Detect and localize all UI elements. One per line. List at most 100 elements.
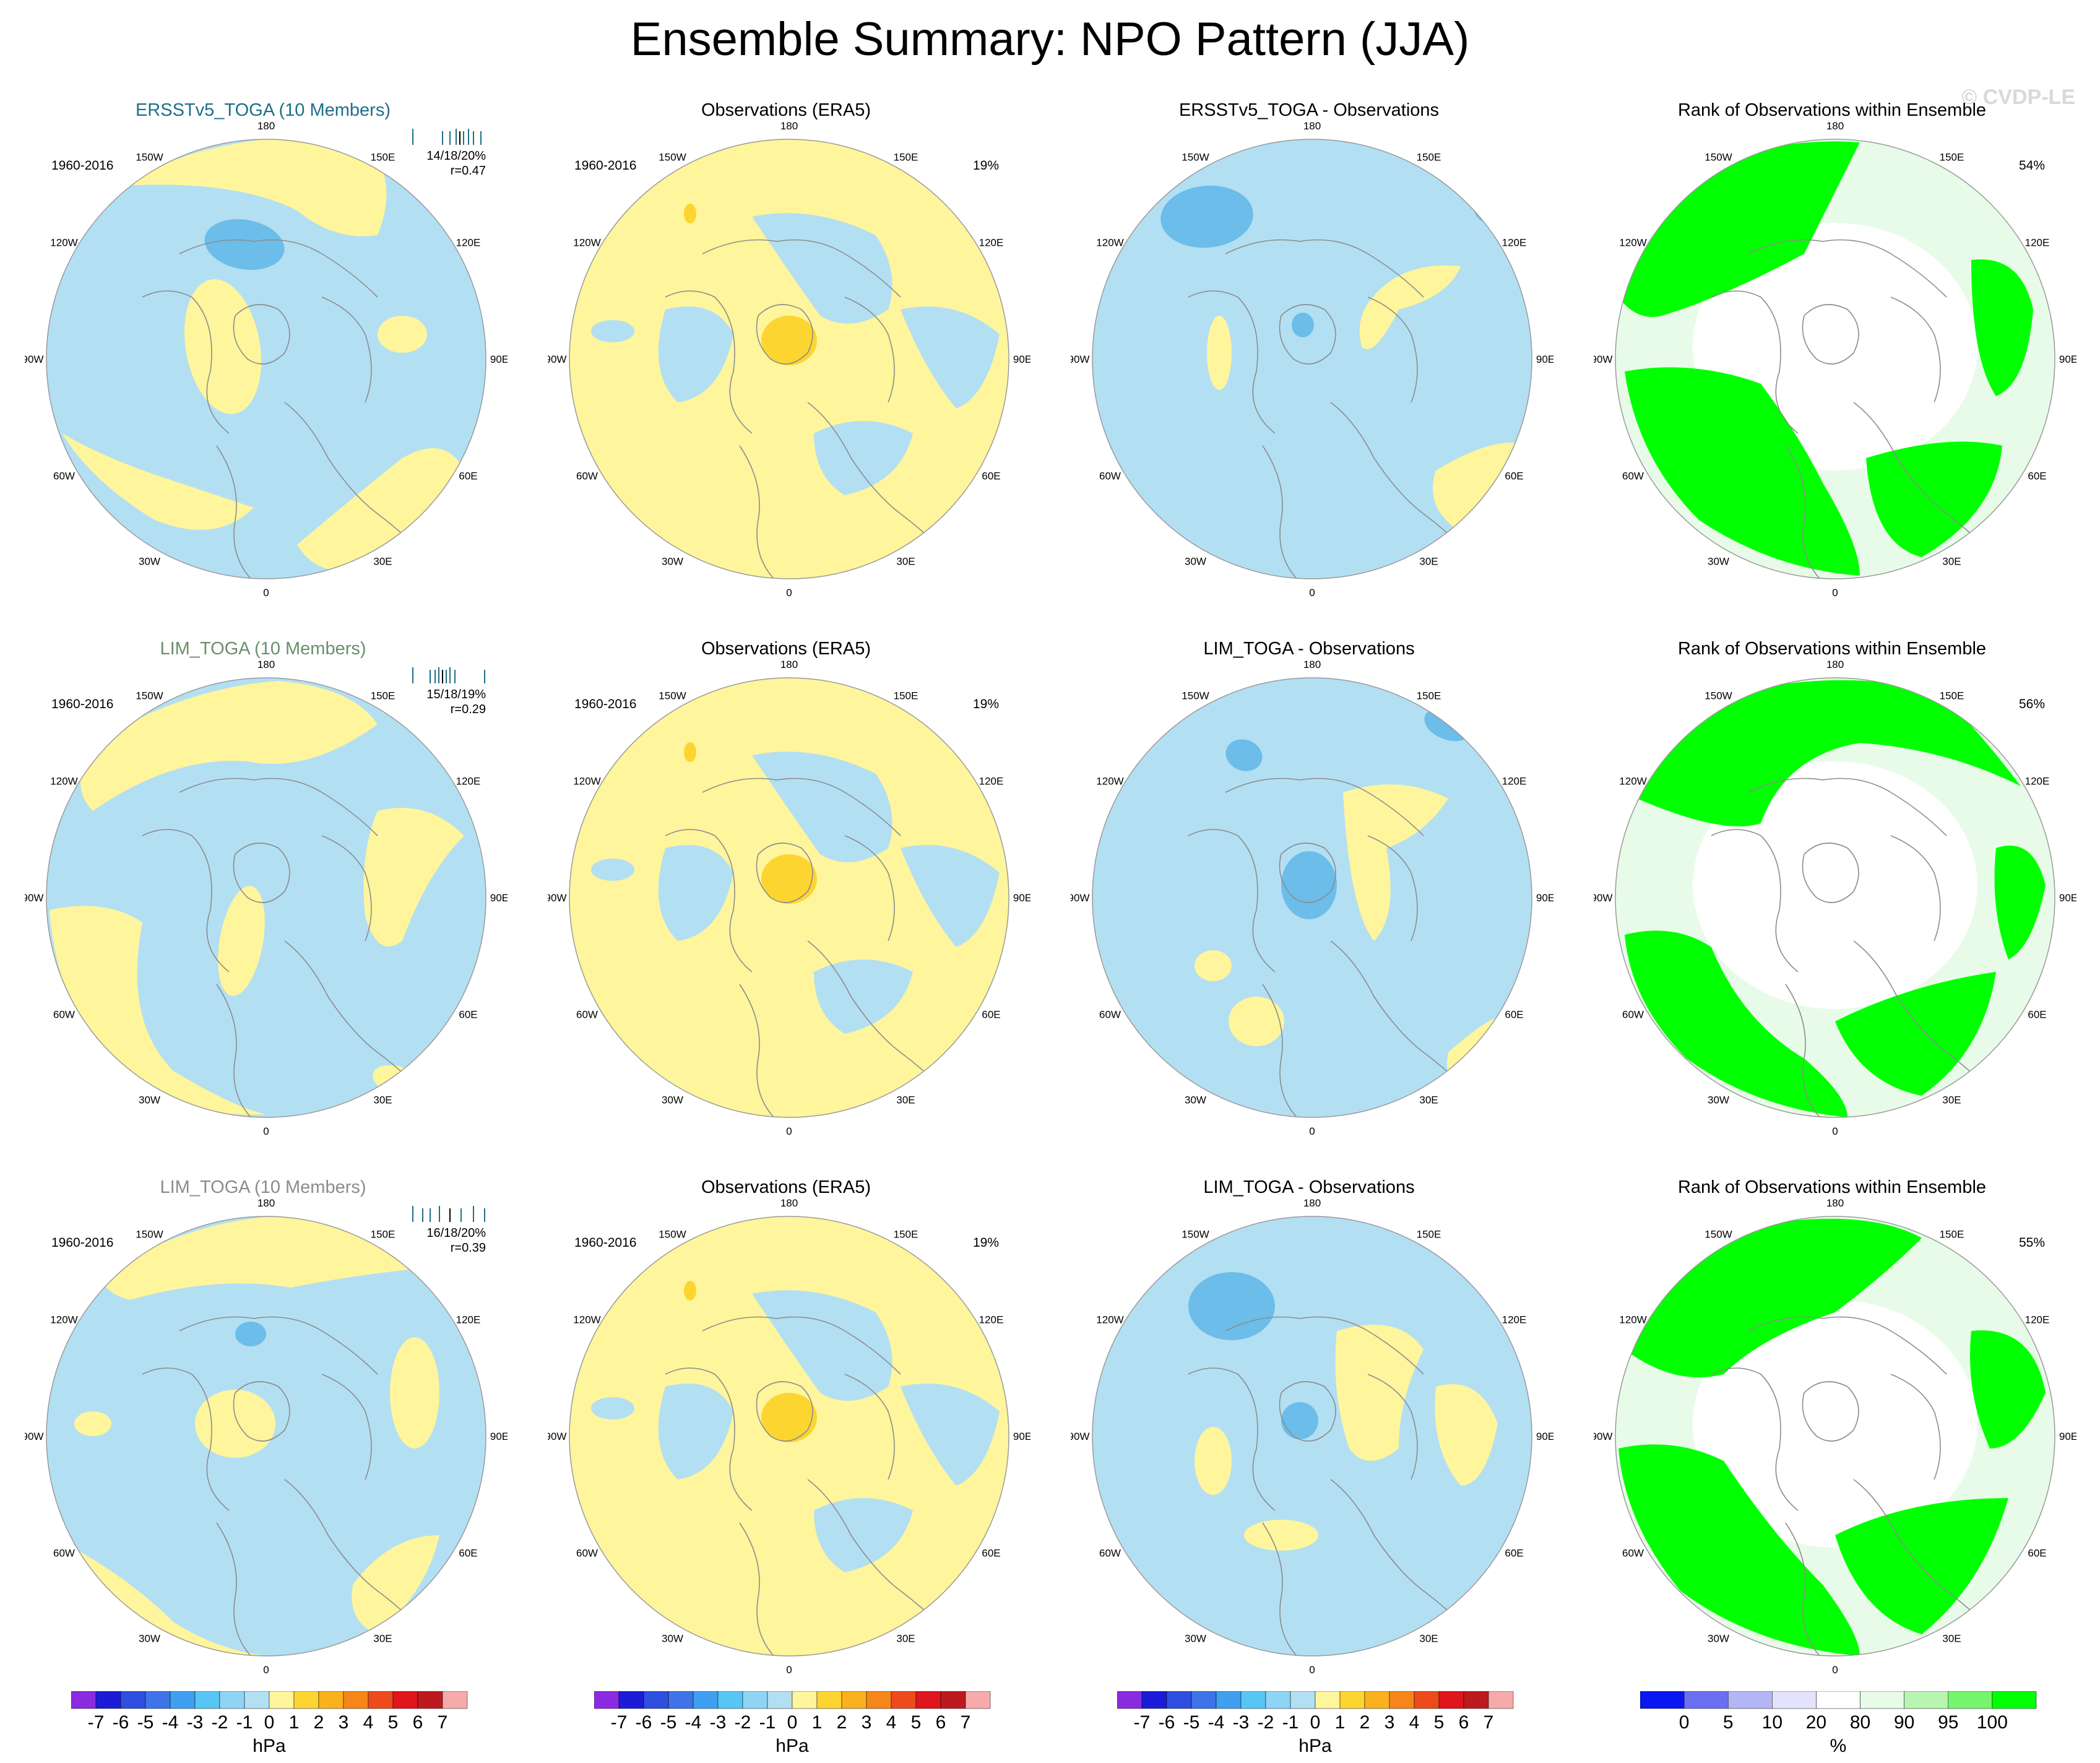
longitude-label: 150W [136, 152, 163, 163]
colorbar-box [194, 1691, 220, 1709]
longitude-label: 150E [894, 1229, 918, 1241]
colorbar-label: 6 [935, 1712, 946, 1733]
colorbar-box [1117, 1691, 1143, 1709]
longitude-label: 60E [459, 1009, 477, 1021]
colorbar-label: 90 [1893, 1712, 1915, 1733]
colorbar-label: 0 [787, 1712, 798, 1733]
longitude-label: 120E [979, 776, 1004, 787]
longitude-label: 0 [1309, 1125, 1315, 1137]
panel-title: ERSSTv5_TOGA - Observations [1178, 100, 1440, 120]
longitude-label: 30E [1942, 1094, 1961, 1106]
longitude-label: 180 [780, 120, 798, 132]
colorbar-box [145, 1691, 171, 1709]
period-label: 1960-2016 [574, 1236, 637, 1250]
polar-map: 180 150E 120E 90E 60E 30E 0 30W 60W 90W 120W 150W [1071, 120, 1553, 599]
colorbar-hpa-1: -7 -6 -5 -4 -3 -2 -1 0 1 2 3 4 5 6 7 hPa [71, 1689, 504, 1763]
colorbar-box [1463, 1691, 1489, 1709]
negative-core [1281, 1402, 1318, 1439]
coastline [1711, 1367, 1799, 1511]
colorbar-label: 5 [910, 1712, 922, 1733]
coastline [1225, 1316, 1424, 1375]
colorbar-boxes [1640, 1691, 2037, 1709]
longitude-label: 0 [1832, 1664, 1838, 1676]
negative-core [204, 219, 285, 270]
longitude-label: 150W [136, 690, 163, 702]
colorbar-label: 7 [960, 1712, 971, 1733]
longitude-label: 150W [1182, 1229, 1209, 1241]
longitude-label: 0 [1309, 587, 1315, 599]
percent-label: 56% [2019, 697, 2046, 711]
positive-area [99, 1216, 415, 1300]
longitude-label: 120E [456, 776, 481, 787]
coastline [321, 835, 372, 942]
longitude-label: 180 [780, 659, 798, 670]
negative-area [814, 421, 913, 495]
colorbar-label: -4 [162, 1712, 179, 1733]
longitude-label: 60W [53, 1548, 75, 1559]
map-border [1092, 139, 1532, 579]
colorbar-box [1683, 1691, 1729, 1709]
coastline [702, 778, 901, 836]
longitude-label: 90E [1536, 892, 1553, 904]
coastline [1188, 1367, 1276, 1511]
positive-area [1207, 316, 1232, 390]
colorbar-box [767, 1691, 793, 1709]
longitude-label: 30W [1185, 1632, 1206, 1644]
rank-green-area [1971, 259, 2033, 396]
longitude-label: 60E [982, 1548, 1000, 1559]
longitude-label: 90E [1536, 1431, 1553, 1442]
longitude-label: 150E [1417, 152, 1441, 163]
coastline [1367, 835, 1418, 942]
coastline [1785, 445, 1823, 579]
map-border [569, 1216, 1009, 1657]
panel-difference-row1: ERSSTv5_TOGA - Observations 180 150E 120E 90… [1055, 99, 1563, 631]
longitude-label: 180 [1303, 120, 1321, 132]
longitude-label: 180 [1826, 120, 1844, 132]
longitude-label: 120W [1096, 776, 1123, 787]
coastline [1279, 304, 1336, 365]
longitude-label: 180 [257, 1197, 275, 1209]
coastline [1802, 1381, 1859, 1442]
field-layer [1615, 1216, 2055, 1656]
stats-line: 16/18/20% [426, 1226, 486, 1240]
longitude-label: 60W [1622, 470, 1644, 482]
colorbar-box [618, 1691, 644, 1709]
longitude-label: 150E [894, 690, 918, 702]
longitude-label: 60E [1505, 1548, 1523, 1559]
negative-area [752, 1290, 892, 1401]
map-background [46, 678, 486, 1117]
rank-white-area [1693, 1300, 1977, 1548]
longitude-label: 120W [1096, 1314, 1123, 1326]
longitude-label: 180 [1303, 659, 1321, 670]
panel-title: Rank of Observations within Ensemble [1677, 100, 1987, 120]
colorbar-label: 2 [1359, 1712, 1370, 1733]
colorbar-label: -3 [709, 1712, 727, 1733]
colorbar-label: 5 [1433, 1712, 1445, 1733]
colorbar-hpa-3: -7 -6 -5 -4 -3 -2 -1 0 1 2 3 4 5 6 7 hPa [1117, 1689, 1550, 1763]
negative-core [1160, 185, 1253, 248]
coastline [844, 297, 895, 403]
longitude-label: 150E [1940, 1229, 1964, 1241]
coastline [321, 297, 372, 403]
field-layer [1615, 678, 2055, 1117]
negative-area [658, 1384, 733, 1479]
colorbar-box [1904, 1691, 1949, 1709]
longitude-label: 60E [2028, 1009, 2046, 1021]
colorbar-box [1364, 1691, 1390, 1709]
colorbar-box [1216, 1691, 1242, 1709]
field-layer [1188, 1272, 1498, 1551]
coastline [756, 843, 813, 903]
coastline [1802, 304, 1859, 365]
coastline [756, 304, 813, 365]
longitude-label: 120W [1619, 1314, 1646, 1326]
longitude-label: 30E [1419, 1632, 1438, 1644]
panel-rank-row2: Rank of Observations within Ensemble 56% 1… [1578, 638, 2086, 1170]
period-label: 1960-2016 [51, 1236, 114, 1250]
stats-line: r=0.29 [450, 703, 486, 716]
negative-core [1473, 186, 1504, 223]
longitude-label: 120W [1619, 776, 1646, 787]
longitude-label: 120E [456, 1314, 481, 1326]
colorbar-label: 1 [288, 1712, 300, 1733]
colorbar-box [1290, 1691, 1316, 1709]
longitude-label: 60E [982, 470, 1000, 482]
